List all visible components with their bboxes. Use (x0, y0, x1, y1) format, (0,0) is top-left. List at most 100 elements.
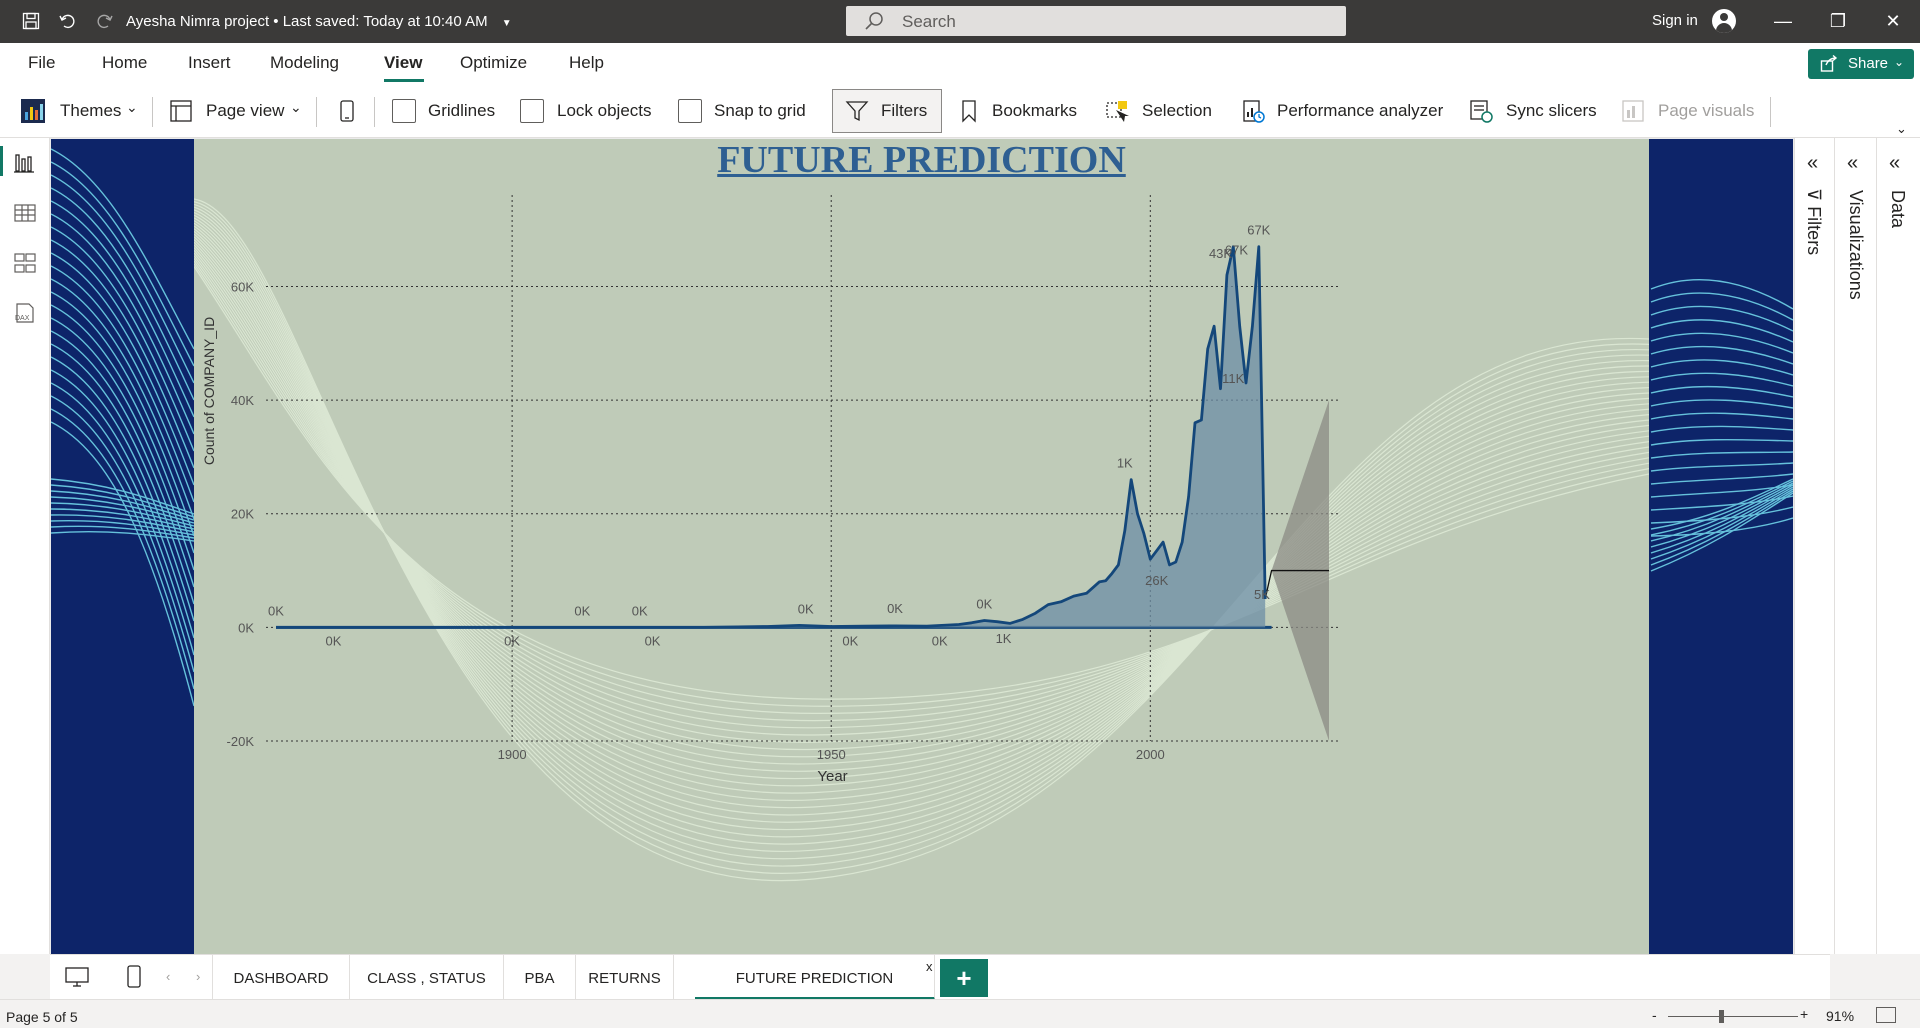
filters-pane-label: ⊽ Filters (1804, 188, 1824, 256)
chart-visual[interactable] (194, 139, 1649, 955)
divider (316, 97, 317, 127)
snap-to-grid-checkbox[interactable]: Snap to grid (678, 95, 816, 127)
menu-insert[interactable]: Insert (188, 53, 231, 72)
bookmarks-label: Bookmarks (992, 101, 1078, 120)
menu-bar: File Home Insert Modeling View Optimize … (0, 43, 1920, 83)
data-label: 67K (1225, 243, 1248, 258)
divider (152, 97, 153, 127)
previous-page-icon[interactable]: ‹ (166, 969, 171, 984)
phone-icon (340, 100, 354, 122)
expand-icon[interactable]: « (1807, 152, 1819, 174)
mobile-layout-icon[interactable] (124, 964, 144, 990)
restore-icon[interactable]: ❐ (1829, 11, 1847, 31)
bookmark-icon (962, 100, 976, 123)
sync-slicers-icon (1470, 100, 1493, 123)
filters-button[interactable]: Filters (844, 95, 940, 127)
data-label: 0K (842, 633, 858, 648)
menu-file[interactable]: File (28, 53, 56, 72)
performance-analyzer-label: Performance analyzer (1277, 101, 1444, 120)
minimize-icon[interactable]: — (1774, 11, 1792, 31)
tab-pba[interactable]: PBA (504, 955, 576, 1000)
performance-analyzer-button[interactable]: Performance analyzer (1240, 95, 1446, 127)
fit-to-page-icon[interactable] (1876, 1007, 1896, 1023)
expand-icon[interactable]: « (1847, 152, 1859, 174)
page-visuals-button[interactable]: Page visuals (1620, 95, 1754, 127)
dax-query-view-icon[interactable]: DAX (12, 300, 38, 326)
search-placeholder: Search (902, 12, 956, 31)
search-icon (865, 12, 883, 30)
forecast-line (1264, 569, 1329, 600)
menu-home[interactable]: Home (102, 53, 148, 72)
data-pane[interactable]: « Data (1876, 138, 1920, 954)
ribbon-toolbar: Themes ⌄ Page view ⌄ Gridlines Lock obje… (0, 83, 1920, 138)
filters-pane-toggle[interactable] (832, 89, 942, 133)
redo-icon[interactable] (94, 10, 116, 32)
filters-pane[interactable]: « ⊽ Filters (1794, 138, 1834, 954)
undo-icon[interactable] (56, 10, 78, 32)
themes-button[interactable]: Themes ⌄ (20, 95, 142, 127)
menu-optimize[interactable]: Optimize (460, 53, 528, 72)
x-tick-label: 2000 (1136, 747, 1165, 762)
chevron-down-icon[interactable]: ⌄ (1896, 121, 1907, 136)
page-view-icon (170, 100, 192, 122)
y-tick-label: 0K (238, 620, 254, 635)
themes-label: Themes (60, 101, 122, 120)
document-title[interactable]: Ayesha Nimra project • Last saved: Today… (126, 13, 512, 30)
filter-icon (845, 101, 869, 122)
data-label: 1K (996, 631, 1012, 646)
data-label: 0K (645, 633, 661, 648)
sign-in-link[interactable]: Sign in (1652, 12, 1698, 29)
share-button[interactable]: Share ⌄ (1808, 49, 1914, 79)
data-label: 0K (504, 633, 520, 648)
gridlines-checkbox[interactable]: Gridlines (392, 95, 502, 127)
sync-slicers-button[interactable]: Sync slicers (1468, 95, 1597, 127)
decorative-curves (194, 198, 1649, 882)
avatar[interactable] (1712, 9, 1736, 33)
page-view-button[interactable]: Page view ⌄ (168, 95, 306, 127)
data-label: 0K (632, 603, 648, 618)
selection-button[interactable]: Selection (1104, 95, 1214, 127)
zoom-in-icon[interactable]: + (1800, 1006, 1809, 1022)
y-tick-label: 20K (231, 507, 254, 522)
zoom-out-icon[interactable]: - (1652, 1007, 1657, 1023)
close-tab-icon[interactable]: x (926, 959, 933, 974)
report-view-icon[interactable] (12, 150, 38, 176)
zoom-slider-thumb[interactable] (1719, 1010, 1724, 1023)
zoom-slider[interactable] (1668, 1016, 1798, 1017)
tab-future-prediction[interactable]: FUTURE PREDICTION (695, 955, 935, 1000)
expand-icon[interactable]: « (1889, 152, 1901, 174)
save-icon[interactable] (20, 10, 42, 32)
x-axis-title: Year (817, 768, 847, 785)
visualizations-pane[interactable]: « Visualizations (1834, 138, 1876, 954)
share-label: Share (1848, 55, 1889, 72)
menu-modeling[interactable]: Modeling (270, 53, 339, 72)
close-icon[interactable]: ✕ (1885, 11, 1901, 31)
table-view-icon[interactable] (12, 200, 38, 226)
menu-help[interactable]: Help (569, 53, 604, 72)
data-label: 0K (887, 601, 903, 616)
add-page-button[interactable]: + (940, 959, 988, 997)
y-axis-title: Count of COMPANY_ID (201, 317, 217, 465)
data-label: 0K (574, 603, 590, 618)
data-label: 43K (1209, 246, 1232, 261)
series-area (276, 246, 1266, 628)
desktop-layout-icon[interactable] (64, 965, 90, 989)
search-box[interactable]: Search (846, 6, 1346, 36)
tab-returns[interactable]: RETURNS (576, 955, 674, 1000)
bookmarks-button[interactable]: Bookmarks (956, 95, 1080, 127)
themes-icon (21, 99, 45, 123)
next-page-icon[interactable]: › (196, 969, 201, 984)
menu-view[interactable]: View (384, 53, 423, 72)
chevron-down-icon[interactable]: ▼ (501, 18, 512, 29)
mobile-layout-button[interactable] (334, 95, 358, 127)
svg-text:DAX: DAX (15, 315, 30, 322)
gridlines-label: Gridlines (428, 101, 496, 120)
tab-dashboard[interactable]: DASHBOARD (212, 955, 350, 1000)
model-view-icon[interactable] (12, 250, 38, 276)
data-label: 0K (976, 597, 992, 612)
divider (374, 97, 375, 127)
lock-objects-checkbox[interactable]: Lock objects (520, 95, 660, 127)
status-bar: Page 5 of 5 - + 91% (0, 999, 1920, 1028)
tab-class-status[interactable]: CLASS , STATUS (350, 955, 504, 1000)
title-bar: Ayesha Nimra project • Last saved: Today… (0, 0, 1920, 43)
